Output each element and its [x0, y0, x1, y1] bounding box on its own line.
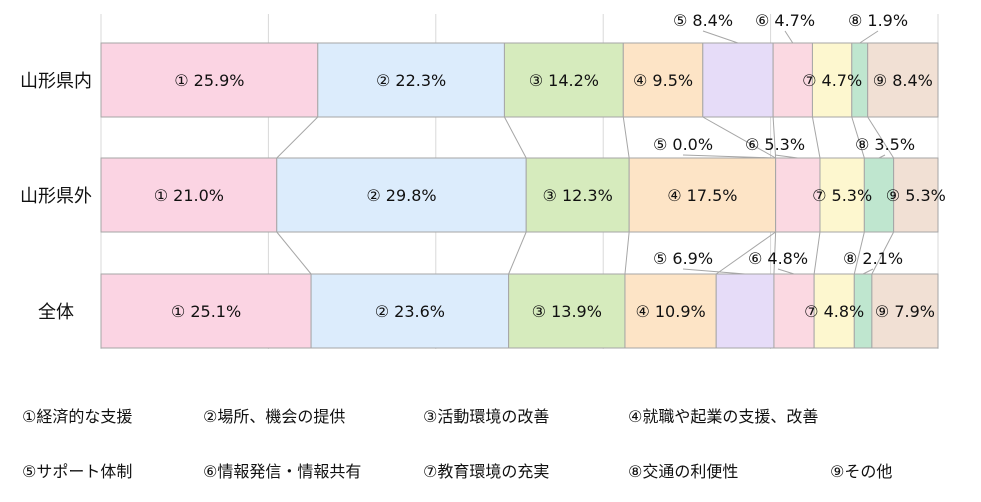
data-label: ⑤ 6.9%: [653, 249, 713, 268]
data-label: ② 23.6%: [375, 302, 445, 321]
data-label: ⑧ 1.9%: [848, 11, 908, 30]
data-label: ③ 12.3%: [543, 186, 613, 205]
bar-segment: [624, 273, 717, 349]
data-label: ⑥ 4.8%: [748, 249, 808, 268]
leader-line: [862, 268, 874, 275]
bar-segment: [100, 157, 278, 233]
bar-segment: [871, 273, 939, 349]
data-label: ⑥ 4.7%: [755, 11, 815, 30]
bar-segment: [310, 273, 510, 349]
series-line: [853, 231, 865, 275]
leader-line: [859, 30, 879, 44]
leader-line: [682, 268, 746, 275]
leader-line: [878, 154, 886, 159]
bar-segment: [775, 157, 821, 233]
series-line: [772, 116, 777, 159]
leader-line: [777, 268, 795, 275]
series-line: [624, 231, 630, 275]
data-label: ④ 10.9%: [635, 302, 705, 321]
legend-item: ②場所、機会の提供: [203, 407, 346, 426]
data-label: ⑦ 4.8%: [804, 302, 864, 321]
data-label: ③ 14.2%: [529, 71, 599, 90]
legend-item: ⑧交通の利便性: [628, 462, 739, 481]
legend-item: ④就職や起業の支援、改善: [628, 407, 819, 426]
series-line: [867, 116, 895, 159]
data-label: ⑤ 0.0%: [653, 135, 713, 154]
data-label: ⑦ 4.7%: [802, 71, 862, 90]
data-label: ⑨ 7.9%: [875, 302, 935, 321]
data-label: ⑨ 8.4%: [873, 71, 933, 90]
series-line: [702, 116, 776, 159]
bar-segment: [628, 157, 777, 233]
legend-item: ⑤サポート体制: [22, 462, 133, 481]
bar-segment: [819, 157, 865, 233]
data-label: ③ 13.9%: [532, 302, 602, 321]
series-line: [276, 231, 312, 275]
data-label: ④ 17.5%: [667, 186, 737, 205]
legend-item: ③活動環境の改善: [423, 407, 550, 426]
bar-segment: [867, 42, 939, 118]
series-line: [871, 231, 895, 275]
category-label: 山形県外: [20, 186, 92, 207]
series-line: [503, 116, 527, 159]
legend-item: ⑦教育環境の充実: [423, 462, 550, 481]
data-label: ④ 9.5%: [633, 71, 693, 90]
bar-segment: [100, 42, 319, 118]
bar-segment: [893, 157, 939, 233]
series-line: [851, 116, 865, 159]
series-line: [813, 231, 821, 275]
data-label: ① 21.0%: [154, 186, 224, 205]
leader-line: [682, 154, 776, 159]
category-label: 山形県内: [20, 71, 92, 92]
bar-segment: [622, 42, 704, 118]
data-label: ⑦ 5.3%: [812, 186, 872, 205]
bar-segment: [508, 273, 626, 349]
series-line: [508, 231, 527, 275]
bar-segment: [772, 42, 813, 118]
bar-segment: [702, 42, 774, 118]
legend-item: ⑨その他: [830, 462, 893, 481]
bar-segment: [811, 42, 853, 118]
legend-item: ⑥情報発信・情報共有: [203, 462, 362, 481]
leader-line: [784, 30, 794, 44]
bar-segment: [317, 42, 505, 118]
bar-segment: [503, 42, 624, 118]
bar-segment: [813, 273, 855, 349]
data-label: ② 29.8%: [366, 186, 436, 205]
data-label: ⑧ 3.5%: [855, 135, 915, 154]
bar-segment: [863, 157, 895, 233]
legend-item: ①経済的な支援: [22, 407, 133, 426]
data-label: ① 25.9%: [174, 71, 244, 90]
series-line: [811, 116, 821, 159]
data-label: ① 25.1%: [171, 302, 241, 321]
series-line: [773, 231, 777, 275]
bar-segment: [100, 273, 312, 349]
bar-segment: [276, 157, 527, 233]
leader-line: [774, 154, 798, 159]
data-label: ⑤ 8.4%: [673, 11, 733, 30]
series-line: [276, 116, 319, 159]
bar-segment: [525, 157, 630, 233]
category-label: 全体: [38, 302, 74, 323]
data-label: ⑨ 5.3%: [886, 186, 946, 205]
leader-line: [702, 30, 739, 44]
bar-segment: [715, 273, 775, 349]
series-line: [715, 231, 776, 275]
data-label: ② 22.3%: [376, 71, 446, 90]
data-label: ⑧ 2.1%: [843, 249, 903, 268]
data-label: ⑥ 5.3%: [745, 135, 805, 154]
series-line: [622, 116, 630, 159]
